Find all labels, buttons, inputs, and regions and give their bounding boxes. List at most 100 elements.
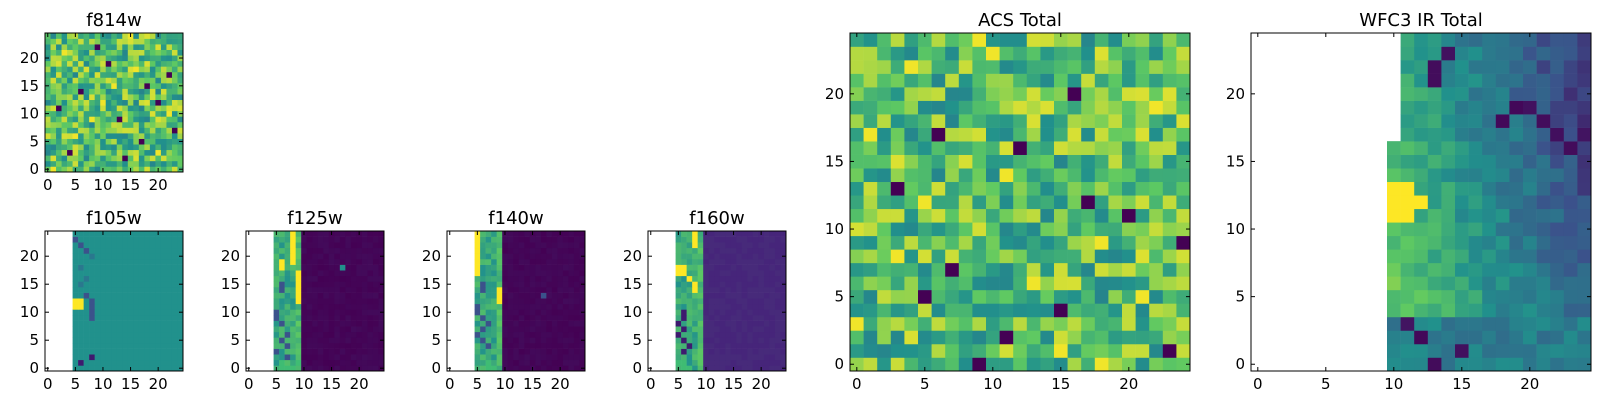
heatmap-cell (877, 181, 892, 196)
heatmap-cell (1414, 262, 1429, 277)
heatmap-cell (1013, 208, 1028, 223)
heatmap-cell (507, 348, 514, 355)
heatmap-cell (1094, 330, 1109, 345)
heatmap-cell (546, 365, 553, 372)
heatmap-cell (703, 242, 710, 249)
heatmap-cell (741, 281, 748, 288)
heatmap-cell (741, 275, 748, 282)
heatmap-cell (317, 365, 324, 372)
heatmap-cell (177, 127, 184, 134)
heatmap-cell (284, 281, 291, 288)
heatmap-cell (306, 264, 313, 271)
heatmap-cell (78, 303, 84, 310)
heatmap-cell (111, 138, 118, 145)
heatmap-cell (719, 275, 726, 282)
heatmap-cell (67, 83, 73, 89)
heatmap-cell (763, 259, 770, 265)
heatmap-cell (171, 44, 178, 50)
heatmap-cell (149, 354, 156, 361)
heatmap-cell (1427, 262, 1442, 277)
heatmap-cell (127, 83, 134, 89)
heatmap-cell (697, 242, 704, 249)
heatmap-cell (334, 315, 341, 321)
heatmap-cell (1135, 262, 1150, 277)
heatmap-cell (67, 60, 73, 67)
heatmap-cell (116, 359, 123, 366)
heatmap-cell (284, 315, 291, 321)
heatmap-cell (160, 348, 167, 355)
heatmap-cell (356, 298, 363, 305)
heatmap-cell (551, 354, 558, 361)
heatmap-cell (1108, 249, 1123, 264)
heatmap-cell (474, 337, 481, 344)
heatmap-cell (1495, 114, 1510, 128)
heatmap-cell (1495, 46, 1510, 61)
heatmap-cell (763, 287, 770, 293)
heatmap-cell (1054, 60, 1068, 74)
heatmap-cell (94, 303, 101, 310)
heatmap-cell (736, 287, 743, 293)
heatmap-cell (1536, 343, 1551, 358)
heatmap-cell (850, 60, 864, 74)
heatmap-cell (1081, 343, 1096, 358)
heatmap-cell (1536, 168, 1551, 183)
heatmap-cell (774, 298, 781, 305)
heatmap-cell (890, 276, 905, 291)
heatmap-cell (692, 359, 698, 366)
heatmap-cell (138, 77, 145, 84)
x-tick-label: 15 (523, 375, 542, 393)
heatmap-cell (579, 315, 586, 321)
heatmap-cell (72, 55, 79, 62)
heatmap-cell (1122, 195, 1136, 210)
heatmap-cell (122, 315, 129, 321)
heatmap-cell (1122, 235, 1136, 250)
heatmap-cell (1563, 181, 1578, 196)
heatmap-cell (122, 83, 129, 89)
heatmap-cell (317, 236, 324, 243)
heatmap-cell (171, 348, 178, 355)
heatmap-cell (999, 276, 1014, 291)
heatmap-cell (160, 133, 167, 139)
heatmap-cell (290, 247, 296, 254)
heatmap-cell (758, 253, 765, 260)
heatmap-cell (769, 298, 776, 305)
heatmap-cell (177, 259, 184, 265)
heatmap-cell (502, 281, 509, 288)
heatmap-cell (708, 242, 715, 249)
heatmap-cell (1414, 289, 1429, 304)
heatmap-cell (105, 71, 112, 78)
heatmap-cell (535, 326, 542, 333)
heatmap-cell (758, 337, 765, 344)
heatmap-cell (61, 77, 68, 84)
y-tick-label: 20 (623, 247, 642, 265)
heatmap-cell (1026, 262, 1041, 277)
heatmap-cell (372, 303, 379, 310)
heatmap-cell (361, 231, 368, 237)
heatmap-cell (1414, 195, 1429, 210)
heatmap-cell (45, 99, 51, 106)
heatmap-cell (1563, 303, 1578, 318)
heatmap-cell (918, 208, 932, 223)
heatmap-cell (774, 275, 781, 282)
heatmap-cell (562, 320, 569, 327)
heatmap-cell (725, 292, 732, 299)
heatmap-cell (1387, 235, 1401, 250)
heatmap-cell (72, 303, 79, 310)
heatmap-cell (177, 38, 184, 45)
heatmap-cell (1162, 114, 1177, 128)
heatmap-cell (1536, 154, 1551, 169)
heatmap-cell (56, 38, 62, 45)
heatmap-cell (518, 275, 525, 282)
heatmap-cell (177, 275, 184, 282)
heatmap-cell (546, 275, 553, 282)
heatmap-cell (780, 348, 787, 355)
heatmap-cell (1563, 46, 1578, 61)
heatmap-cell (284, 303, 291, 310)
heatmap-cell (480, 231, 486, 237)
heatmap-cell (1081, 276, 1096, 291)
heatmap-cell (540, 315, 547, 321)
heatmap-cell (339, 292, 346, 299)
heatmap-cell (350, 292, 357, 299)
heatmap-cell (1509, 222, 1524, 237)
heatmap-cell (67, 44, 73, 50)
